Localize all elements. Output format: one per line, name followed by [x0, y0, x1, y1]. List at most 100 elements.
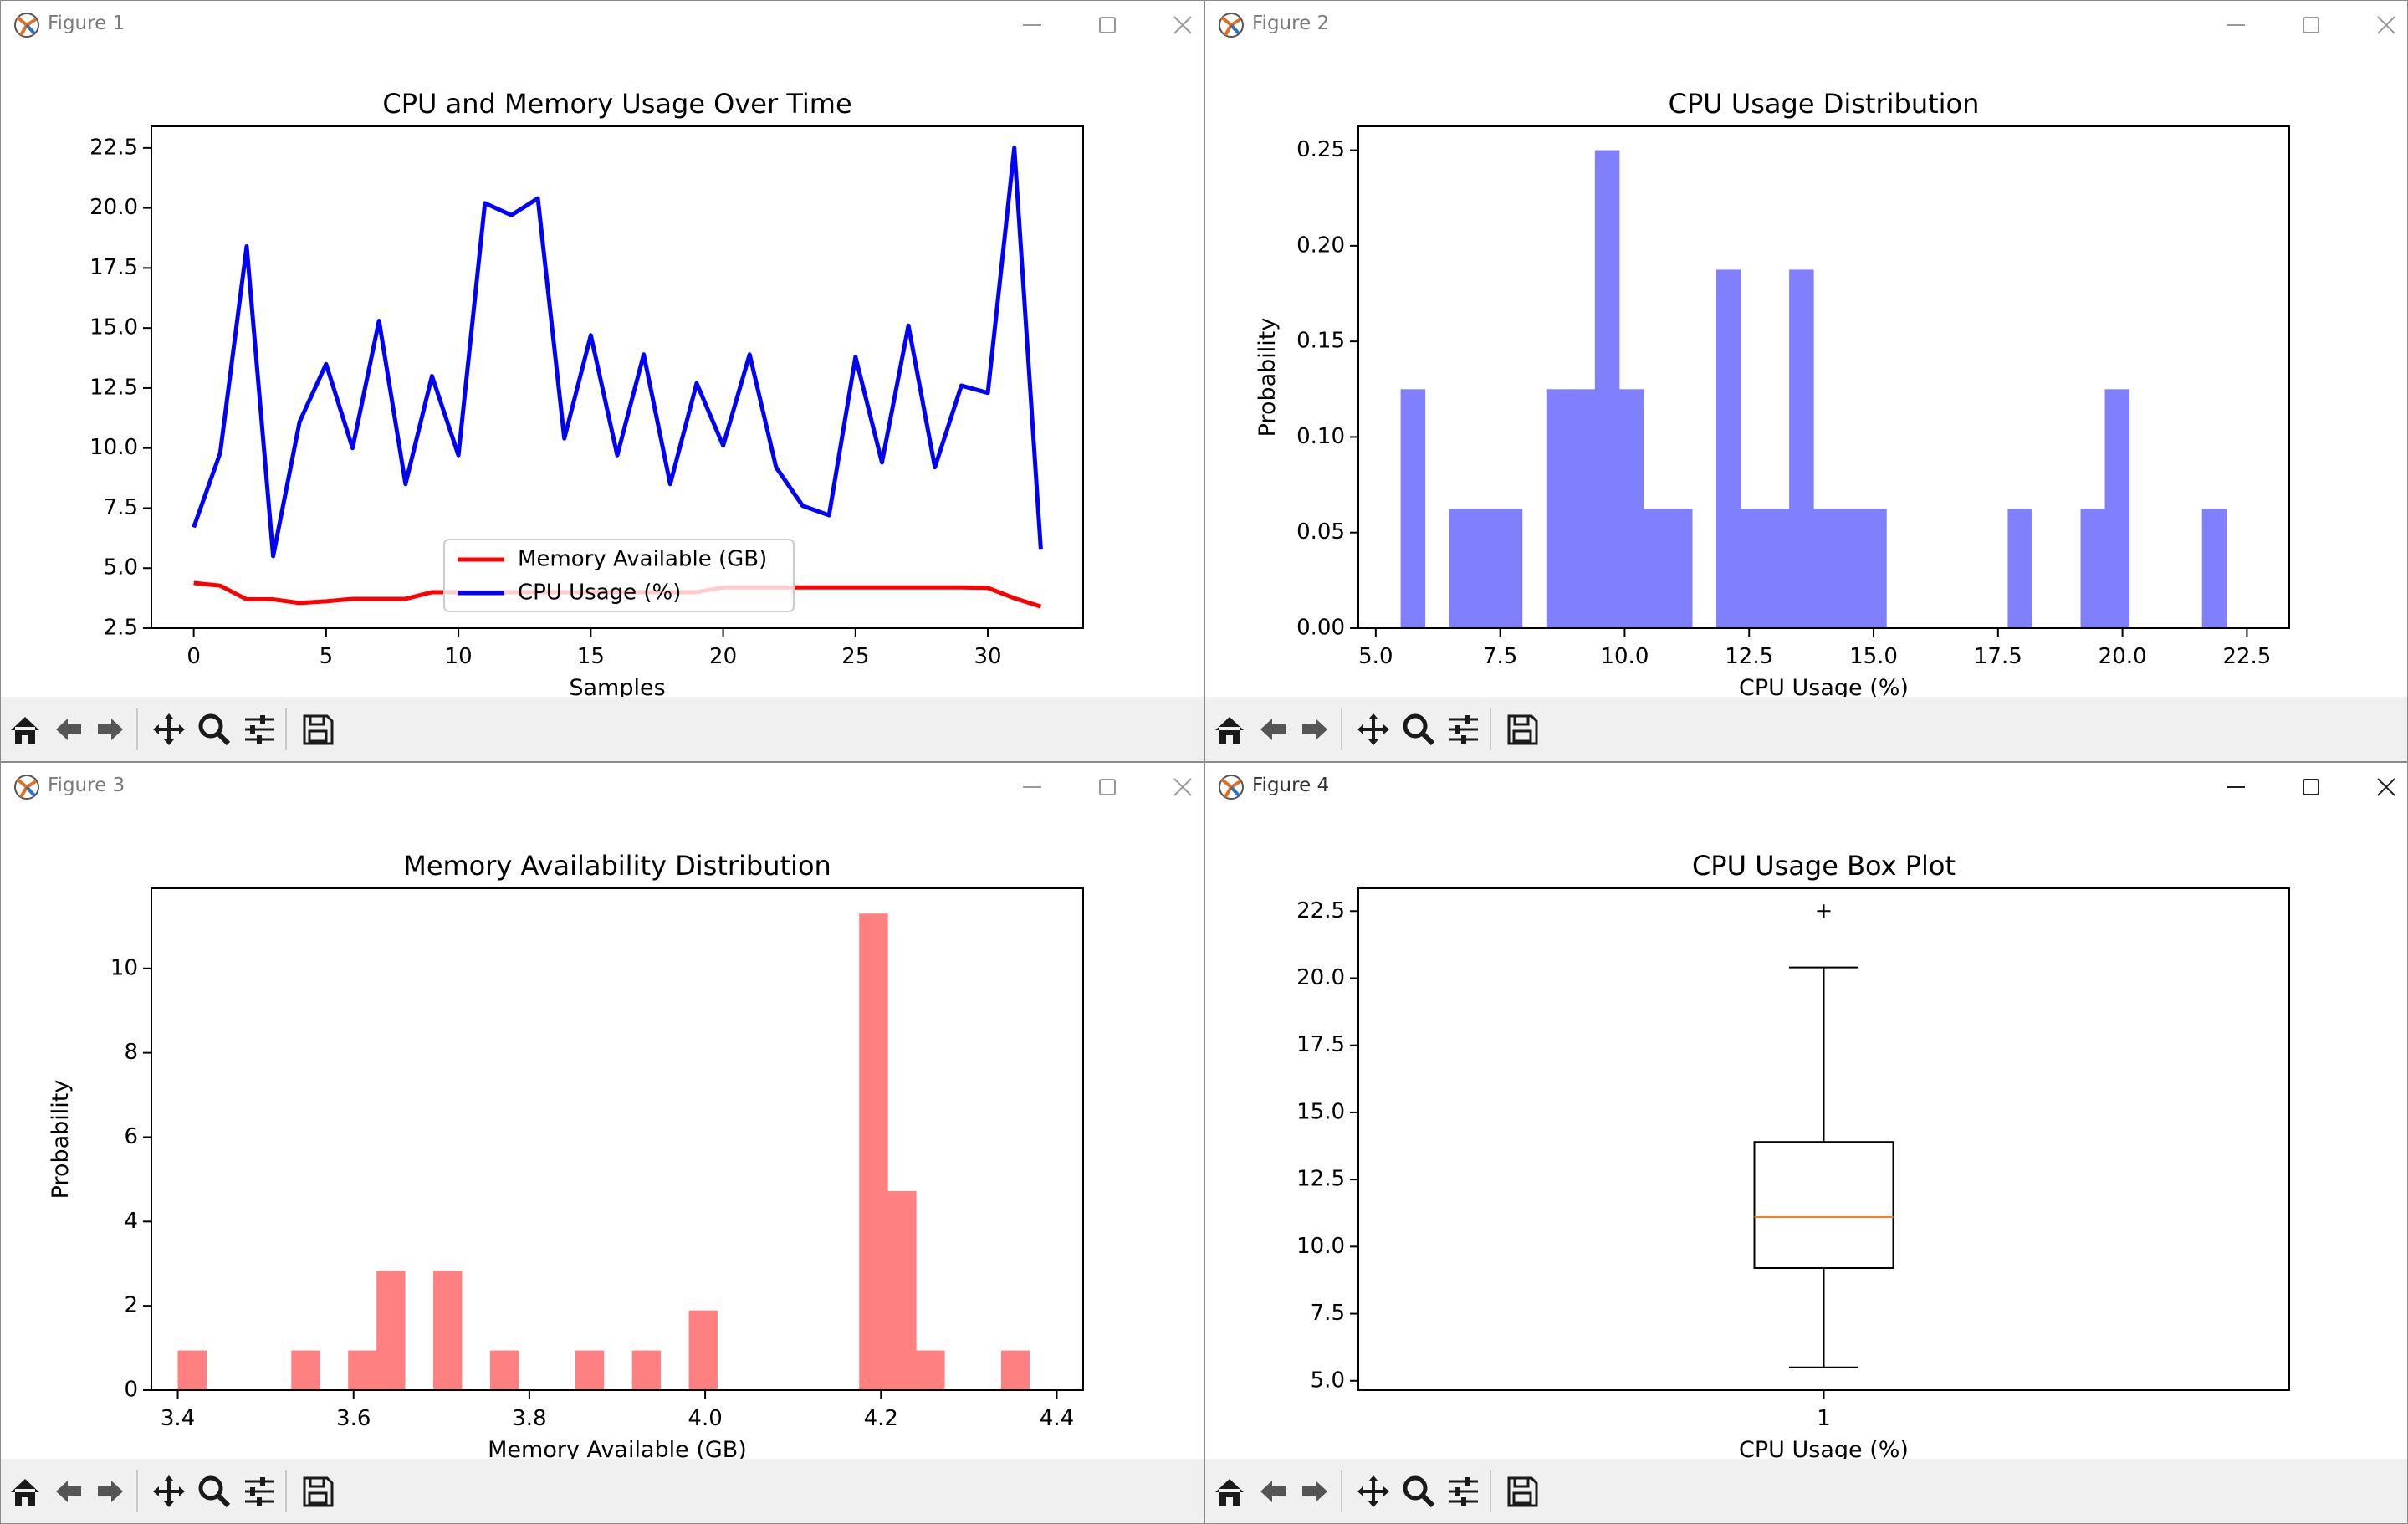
magnifier-icon[interactable] [1401, 712, 1436, 747]
plot-frame [1357, 125, 2290, 629]
x-tick-label: 22.5 [2222, 644, 2271, 669]
y-tick-label: 12.5 [1296, 1167, 1345, 1192]
histogram-bar [1594, 150, 1620, 629]
plot-frame [151, 125, 1084, 629]
sliders-icon[interactable] [242, 712, 277, 747]
x-tick-label: 3.4 [161, 1406, 195, 1431]
maximize-button[interactable] [2282, 4, 2340, 46]
x-tick-label: 7.5 [1483, 644, 1517, 669]
y-tick-label: 4 [124, 1209, 138, 1234]
x-tick-label: 3.6 [336, 1406, 371, 1431]
save-icon[interactable] [300, 712, 335, 747]
histogram-bar [916, 1350, 945, 1390]
y-tick-label: 2.5 [104, 616, 138, 641]
arrow-right-icon[interactable] [1297, 712, 1332, 747]
x-tick-label: 10 [445, 644, 473, 669]
x-tick-label: 12.5 [1725, 644, 1773, 669]
histogram-bar [489, 1350, 519, 1390]
home-icon[interactable] [8, 1474, 43, 1509]
move-icon[interactable] [151, 712, 187, 747]
x-tick-label: 1 [1817, 1406, 1831, 1431]
titlebar[interactable]: Figure 1 [1, 1, 1204, 49]
histogram-chart: Memory Availability Distribution 0 2 4 6 8 10 3… [48, 850, 1084, 1460]
y-tick-label: 22.5 [1296, 898, 1345, 923]
x-tick-label: 10.0 [1600, 644, 1649, 669]
histogram-bar [631, 1350, 662, 1390]
move-icon[interactable] [1356, 1474, 1391, 1509]
magnifier-icon[interactable] [197, 712, 232, 747]
sliders-icon[interactable] [242, 1474, 277, 1509]
y-tick-label: 15.0 [1296, 1099, 1345, 1124]
sliders-icon[interactable] [1446, 712, 1481, 747]
arrow-left-icon[interactable] [51, 1474, 86, 1509]
sliders-icon[interactable] [1446, 1474, 1481, 1509]
y-tick-label: 20.0 [1296, 965, 1345, 990]
home-icon[interactable] [1212, 712, 1247, 747]
save-icon[interactable] [300, 1474, 335, 1509]
close-button[interactable] [2357, 766, 2407, 808]
x-axis-label: CPU Usage (%) [1739, 675, 1909, 698]
histogram-bar [2104, 389, 2130, 628]
y-tick-label: 10.0 [89, 435, 138, 460]
figure-4-window: Figure 4 CPU Usage Box Plot 5.0 7.5 10.0 12.… [1204, 762, 2408, 1524]
arrow-right-icon[interactable] [1297, 1474, 1332, 1509]
arrow-right-icon[interactable] [93, 1474, 128, 1509]
maximize-button[interactable] [1078, 4, 1137, 46]
close-button[interactable] [1153, 766, 1204, 808]
figure-toolbar [1, 697, 1204, 761]
y-tick-label: 7.5 [104, 495, 138, 520]
toolbar-separator [1490, 1470, 1491, 1512]
chart-title: CPU Usage Distribution [1669, 88, 1980, 120]
y-tick-label: 17.5 [89, 255, 138, 280]
histogram-bar [1667, 509, 1693, 628]
close-button[interactable] [2357, 4, 2407, 46]
x-axis-label: Samples [569, 675, 665, 698]
move-icon[interactable] [1356, 712, 1391, 747]
arrow-right-icon[interactable] [93, 712, 128, 747]
arrow-left-icon[interactable] [1255, 1474, 1291, 1509]
minimize-button[interactable] [1003, 4, 1061, 46]
close-button[interactable] [1153, 4, 1204, 46]
y-axis-label: Probability [48, 1080, 74, 1199]
magnifier-icon[interactable] [1401, 1474, 1436, 1509]
y-tick-label: 5.0 [104, 555, 138, 580]
y-tick-label: 6 [124, 1124, 138, 1149]
x-tick-label: 17.5 [1974, 644, 2022, 669]
arrow-left-icon[interactable] [51, 712, 86, 747]
figure-toolbar [1205, 1459, 2407, 1523]
histogram-bar [2201, 509, 2227, 628]
titlebar[interactable]: Figure 4 [1205, 763, 2407, 811]
maximize-button[interactable] [2282, 766, 2340, 808]
arrow-left-icon[interactable] [1255, 712, 1291, 747]
home-icon[interactable] [8, 712, 43, 747]
x-tick-label: 5 [320, 644, 334, 669]
line-chart: CPU and Memory Usage Over Time 2.5 5.0 7.5 1… [89, 88, 1084, 698]
y-tick-label: 10.0 [1296, 1234, 1345, 1259]
histogram-bar [859, 913, 888, 1390]
move-icon[interactable] [151, 1474, 187, 1509]
titlebar[interactable]: Figure 2 [1205, 1, 2407, 49]
titlebar[interactable]: Figure 3 [1, 763, 1204, 811]
minimize-button[interactable] [2206, 4, 2265, 46]
matplotlib-logo-icon [14, 775, 39, 800]
matplotlib-logo-icon [14, 13, 39, 38]
home-icon[interactable] [1212, 1474, 1247, 1509]
histogram-bar [2080, 509, 2106, 628]
y-tick-label: 0.25 [1296, 137, 1345, 162]
histogram-bar [1618, 389, 1644, 628]
y-tick-label: 0.15 [1296, 329, 1345, 354]
plot-frame [151, 887, 1084, 1391]
save-icon[interactable] [1505, 712, 1540, 747]
x-tick-label: 20 [709, 644, 737, 669]
maximize-button[interactable] [1078, 766, 1137, 808]
y-tick-label: 0.00 [1296, 616, 1345, 641]
save-icon[interactable] [1505, 1474, 1540, 1509]
minimize-button[interactable] [2206, 766, 2265, 808]
chart-title: Memory Availability Distribution [403, 850, 831, 882]
toolbar-separator [1490, 708, 1491, 750]
minimize-button[interactable] [1003, 766, 1061, 808]
magnifier-icon[interactable] [197, 1474, 232, 1509]
y-tick-label: 22.5 [89, 135, 138, 160]
matplotlib-logo-icon [1219, 775, 1244, 800]
y-tick-label: 20.0 [89, 195, 138, 220]
